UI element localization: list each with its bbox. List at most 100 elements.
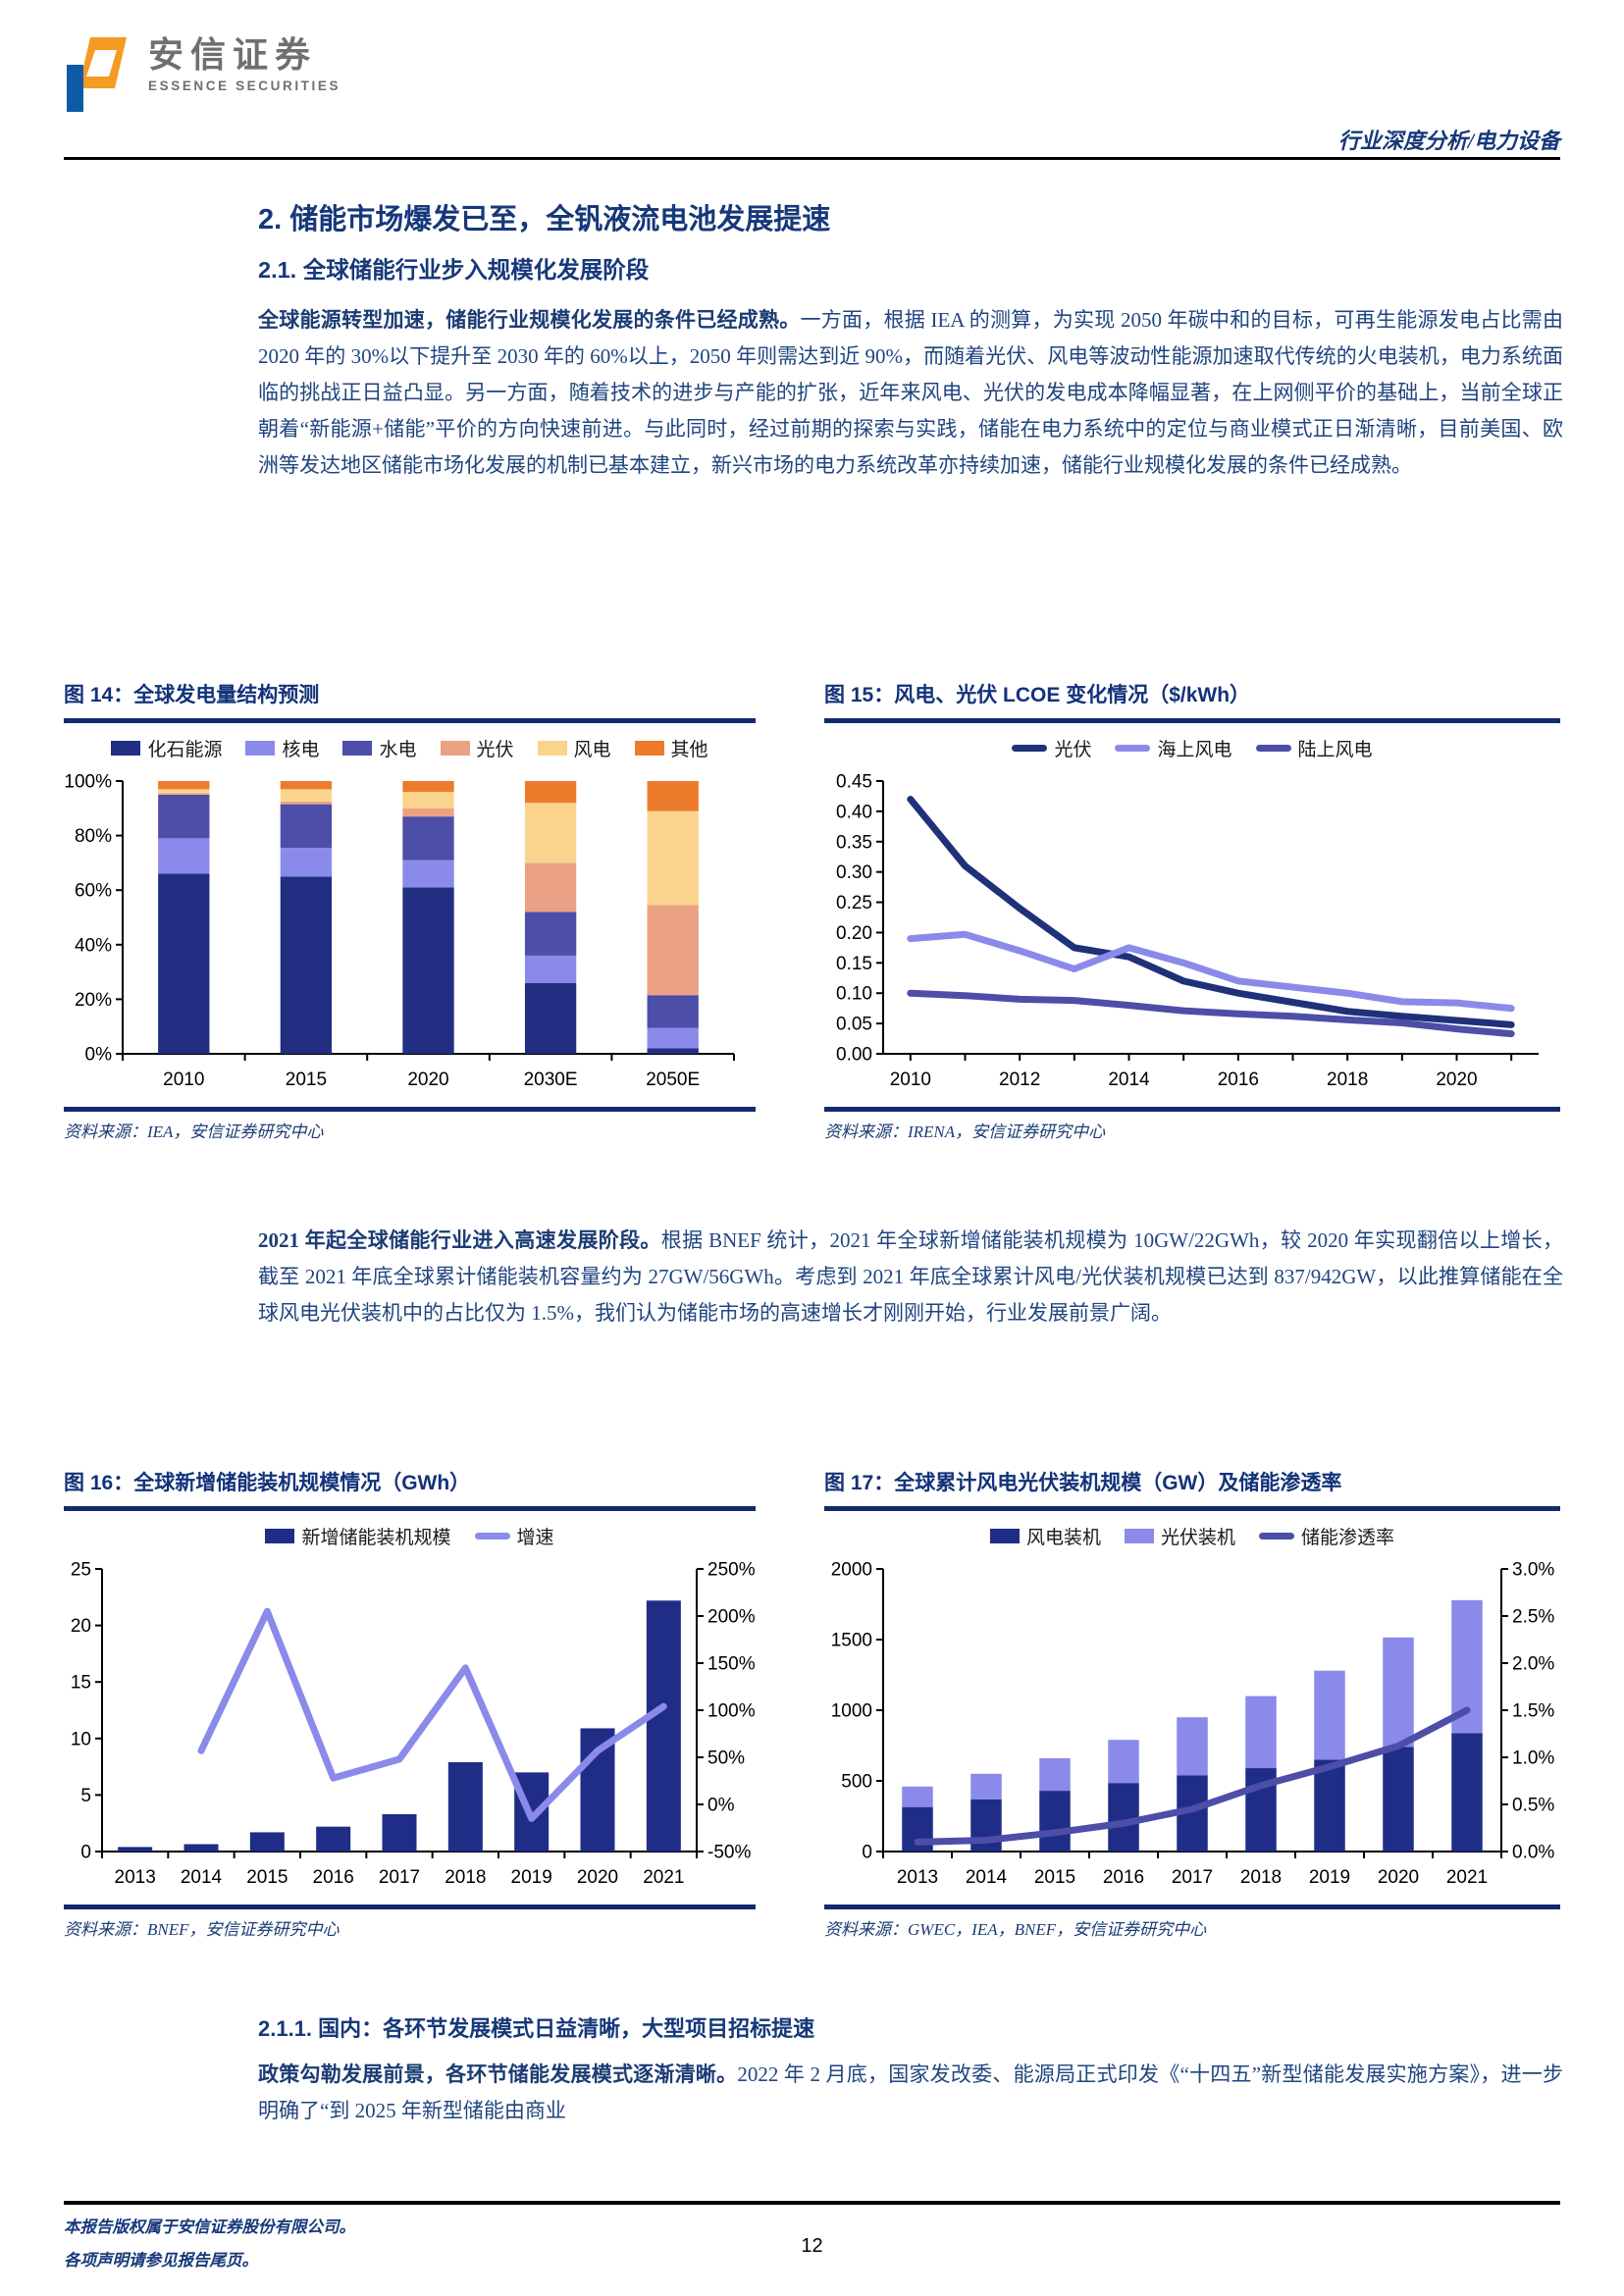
y-tick-label: 20% [75,990,112,1011]
right-tick-label: 1.0% [1512,1748,1554,1769]
legend-label: 陆上风电 [1297,740,1373,760]
figure-14-chart: 0% 20% 40% 60% 80% 100% 2010 2015 2020 2030E 2050E [64,772,735,1090]
paragraph-3-lead: 政策勾勒发展前景，各环节储能发展模式逐渐清晰。 [258,2062,738,2086]
bar-风电装机 [1383,1747,1414,1852]
legend-item-海上风电: 海上风电 [1115,735,1232,761]
bar-光伏装机 [970,1773,1002,1800]
figure-14-source: 资料来源：IEA，安信证券研究中心 [64,1122,324,1141]
x-tick-label: 2019 [1309,1867,1350,1888]
legend-swatch-bar-化石能源 [111,741,141,756]
bar-风电装机 [1314,1759,1345,1852]
line-海上风电 [907,930,1515,1013]
right-tick-label: 0% [707,1796,735,1816]
subsubsection-title: 2.1.1. 国内：各环节发展模式日益清晰，大型项目招标提速 [258,2016,815,2041]
figure-14-legend: 化石能源 核电 水电 光伏 风电 其他 [64,735,756,761]
legend-label: 海上风电 [1157,740,1232,760]
legend-label: 化石能源 [147,740,223,760]
figure-17-caption: 全球累计风电光伏装机规模（GW）及储能渗透率 [894,1472,1342,1494]
paragraph-2: 2021 年起全球储能行业进入高速发展阶段。根据 BNEF 统计，2021 年全… [258,1223,1563,1331]
right-tick-label: 200% [707,1607,756,1628]
figure-15-source: 资料来源：IRENA，安信证券研究中心 [824,1122,1106,1141]
paragraph-1-body: 一方面，根据 IEA 的测算，为实现 2050 年碳中和的目标，可再生能源发电占… [258,308,1563,477]
legend-item-光伏: 光伏 [1012,735,1091,761]
legend-swatch-bar-新增储能装机规模 [265,1529,295,1543]
bar-风电 [158,789,210,794]
figure-16-label: 图 16： [64,1472,134,1494]
x-tick-label: 2015 [286,1070,327,1090]
x-tick-label: 2013 [115,1867,156,1888]
y-tick-label: 0.00 [836,1045,872,1066]
y-tick-label: 0.45 [836,772,872,793]
legend-item-新增储能装机规模: 新增储能装机规模 [265,1523,451,1549]
bar-水电 [158,794,210,839]
paragraph-3: 政策勾勒发展前景，各环节储能发展模式逐渐清晰。2022 年 2 月底，国家发改委… [258,2057,1563,2129]
bar-水电 [647,995,699,1028]
bar-新增储能装机规模 [447,1761,483,1852]
x-tick-label: 2015 [1034,1867,1075,1888]
y-tick-label: 40% [75,935,112,956]
figure-15-rule [824,1107,1560,1112]
bar-新增储能装机规模 [316,1826,351,1852]
bar-水电 [402,816,454,861]
bar-光伏装机 [1108,1740,1139,1784]
bar-光伏装机 [1314,1670,1345,1760]
report-category: 行业深度分析/电力设备 [1337,129,1560,153]
bar-其他 [280,781,333,790]
x-tick-label: 2014 [181,1867,223,1888]
bar-核电 [158,838,210,874]
y-tick-label: 80% [75,826,112,847]
y-tick-label: 0.20 [836,923,872,944]
bar-光伏装机 [1383,1637,1414,1748]
footer-disclaimer: 各项声明请参见报告尾页。 [64,2251,258,2270]
legend-label: 风电装机 [1025,1528,1101,1548]
legend-item-核电: 核电 [245,735,319,761]
bar-其他 [524,781,577,804]
legend-item-水电: 水电 [342,735,417,761]
legend-item-化石能源: 化石能源 [111,735,222,761]
bar-其他 [158,781,210,790]
figure-17-legend: 风电装机 光伏装机 储能渗透率 [824,1523,1560,1549]
page-number: 12 [801,2235,823,2257]
y-tick-label: 0.35 [836,832,872,853]
x-tick-label: 2019 [511,1867,552,1888]
figure-15-label: 图 15： [824,684,895,706]
legend-swatch-bar-风电 [537,741,567,756]
legend-swatch-line-陆上风电 [1255,745,1291,752]
subsection-title: 2.1. 全球储能行业步入规模化发展阶段 [258,257,650,283]
legend-label: 光伏 [476,740,514,760]
legend-item-风电装机: 风电装机 [989,1523,1101,1549]
footer-copyright: 本报告版权属于安信证券股份有限公司。 [64,2218,355,2236]
x-tick-label: 2020 [407,1070,448,1090]
y-tick-label: 100% [64,772,112,793]
legend-label: 新增储能装机规模 [301,1528,451,1548]
line-储能渗透率 [914,1706,1471,1846]
bar-风电 [402,792,454,809]
x-tick-label: 2012 [999,1070,1040,1090]
bar-化石能源 [402,887,454,1054]
bar-新增储能装机规模 [249,1832,285,1852]
bar-光伏 [158,793,210,795]
figure-16: 图 16：全球新增储能装机规模情况（GWh） 新增储能装机规模 增速 0 5 10 15… [64,1470,756,1940]
legend-swatch-bar-风电装机 [989,1529,1020,1543]
line-增速 [197,1607,667,1822]
legend-label: 水电 [379,740,417,760]
bar-风电装机 [1039,1791,1071,1852]
legend-swatch-bar-光伏 [440,741,470,756]
bar-光伏装机 [902,1786,933,1807]
legend-swatch-line-储能渗透率 [1259,1533,1294,1539]
y-tick-label: 20 [71,1616,91,1637]
x-tick-label: 2050E [646,1070,700,1090]
paragraph-2-lead: 2021 年起全球储能行业进入高速发展阶段。 [258,1228,661,1252]
legend-item-其他: 其他 [634,735,708,761]
brand-block: 安信证券 ESSENCE SECURITIES [148,35,341,94]
figure-16-chart: 0 5 10 15 20 25 -50% 0% 50% 100% 150% 200% 250% 2013 2… [71,1560,756,1889]
bar-化石能源 [280,876,333,1054]
legend-item-光伏: 光伏 [440,735,514,761]
x-tick-label: 2021 [643,1867,684,1888]
legend-swatch-line-增速 [474,1533,510,1539]
plot-area: 0 5 10 15 20 25 -50% 0% 50% 100% 150% 200% 250% 2013 2… [71,1560,756,1889]
bar-水电 [524,912,577,956]
bar-新增储能装机规模 [183,1844,219,1852]
plot-area: 0.00 0.05 0.10 0.15 0.20 0.25 0.30 0.35 0.40 0.45… [836,772,1539,1090]
